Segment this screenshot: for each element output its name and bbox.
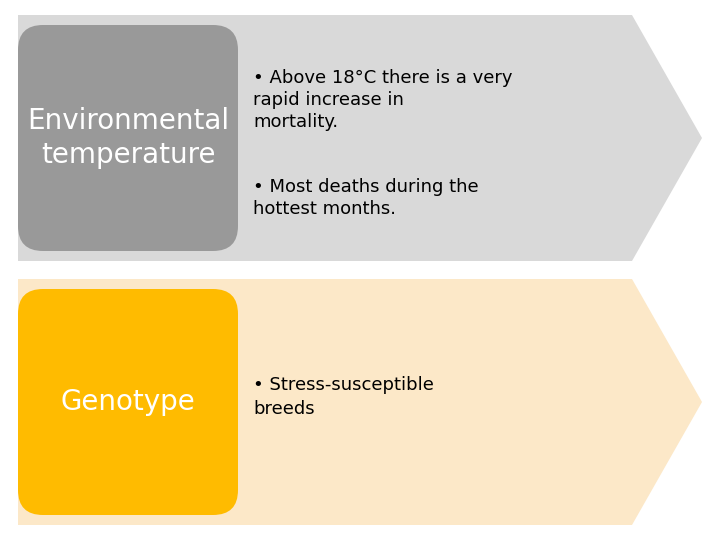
Polygon shape bbox=[18, 15, 702, 261]
Text: • Above 18°C there is a very
rapid increase in
mortality.: • Above 18°C there is a very rapid incre… bbox=[253, 69, 513, 131]
Text: • Stress-susceptible
breeds: • Stress-susceptible breeds bbox=[253, 376, 434, 418]
Text: Environmental
temperature: Environmental temperature bbox=[27, 107, 229, 170]
Text: Genotype: Genotype bbox=[60, 388, 195, 416]
Text: • Most deaths during the
hottest months.: • Most deaths during the hottest months. bbox=[253, 178, 479, 218]
Polygon shape bbox=[18, 279, 702, 525]
FancyBboxPatch shape bbox=[18, 25, 238, 251]
FancyBboxPatch shape bbox=[18, 289, 238, 515]
